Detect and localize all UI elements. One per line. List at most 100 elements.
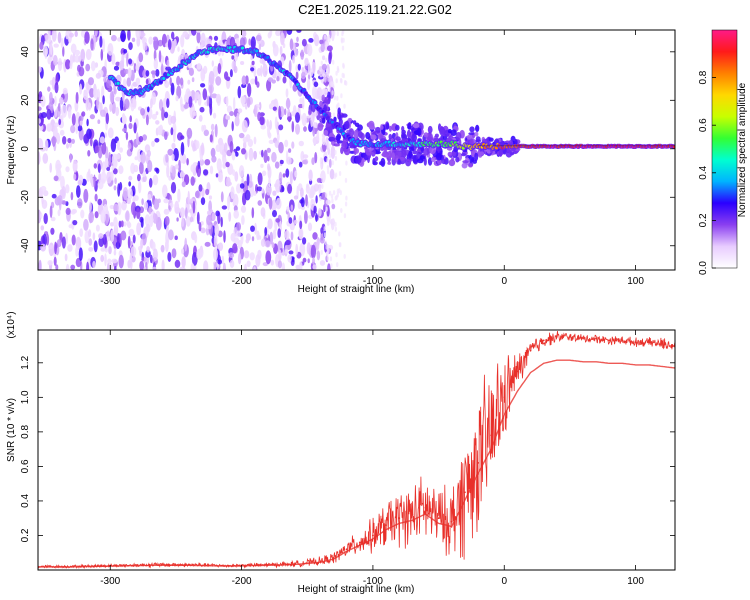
- track-cell: [255, 49, 259, 53]
- noise-cell: [157, 125, 163, 136]
- track-halo-cell: [388, 125, 392, 132]
- noise-cell: [43, 213, 48, 225]
- noise-cell: [235, 146, 241, 151]
- noise-cell: [268, 132, 272, 139]
- noise-cell: [286, 206, 290, 212]
- noise-cell: [240, 205, 247, 213]
- noise-cell: [298, 161, 303, 168]
- spectrogram-frame: [37, 29, 676, 271]
- noise-cell: [257, 200, 263, 206]
- noise-cell: [94, 30, 98, 37]
- noise-cell: [57, 31, 62, 44]
- noise-cell: [314, 152, 318, 164]
- noise-cell: [240, 61, 245, 65]
- noise-cell: [146, 246, 151, 253]
- noise-cell: [176, 217, 179, 222]
- noise-cell: [123, 221, 127, 227]
- noise-cell: [304, 57, 309, 67]
- noise-cell: [48, 101, 54, 112]
- noise-cell: [284, 108, 287, 116]
- noise-cell: [229, 69, 233, 78]
- noise-cell: [148, 177, 153, 188]
- noise-cell: [206, 210, 211, 216]
- track-halo-cell: [319, 100, 323, 107]
- noise-cell: [285, 168, 290, 178]
- noise-cell: [94, 211, 99, 219]
- noise-cell: [174, 164, 179, 170]
- noise-cell: [242, 136, 249, 143]
- noise-cell: [90, 60, 96, 72]
- noise-cell: [215, 173, 219, 178]
- noise-cell: [192, 200, 196, 214]
- noise-cell: [324, 72, 327, 77]
- noise-cell: [204, 159, 211, 166]
- spectrogram-noise: [38, 30, 348, 270]
- noise-cell: [122, 187, 129, 201]
- noise-cell: [286, 97, 291, 110]
- noise-cell: [128, 175, 133, 181]
- spectrogram-ylabel: Frequency (Hz): [6, 116, 17, 185]
- noise-cell: [217, 242, 224, 251]
- noise-cell: [325, 244, 328, 250]
- track-halo-cell: [335, 135, 341, 141]
- noise-cell: [125, 131, 129, 141]
- noise-cell: [40, 243, 47, 252]
- noise-cell: [60, 175, 65, 190]
- noise-cell: [266, 79, 272, 92]
- noise-cell: [52, 54, 58, 66]
- noise-cell: [50, 216, 56, 222]
- noise-cell: [322, 55, 326, 61]
- noise-cell: [145, 51, 149, 56]
- noise-cell: [98, 233, 104, 239]
- noise-cell: [54, 241, 57, 255]
- noise-cell: [65, 263, 70, 270]
- noise-cell: [290, 204, 293, 211]
- noise-cell: [340, 93, 343, 99]
- noise-cell: [225, 161, 230, 168]
- snr-point: [372, 534, 374, 537]
- noise-cell: [192, 142, 196, 152]
- noise-cell: [331, 160, 334, 166]
- noise-cell: [284, 249, 288, 254]
- colorbar-gradient: [711, 29, 738, 269]
- noise-cell: [180, 142, 185, 156]
- noise-cell: [308, 109, 312, 116]
- noise-cell: [315, 213, 318, 222]
- noise-cell: [241, 119, 248, 133]
- noise-cell: [261, 149, 264, 158]
- track-halo-cell: [427, 137, 433, 142]
- noise-cell: [67, 106, 72, 119]
- noise-cell: [138, 180, 142, 194]
- noise-cell: [57, 58, 63, 71]
- noise-cell: [272, 44, 279, 57]
- noise-cell: [171, 31, 175, 40]
- noise-cell: [237, 85, 242, 99]
- noise-cell: [205, 188, 210, 196]
- noise-cell: [57, 195, 63, 206]
- noise-cell: [152, 248, 158, 262]
- noise-cell: [185, 216, 191, 227]
- noise-cell: [170, 181, 177, 194]
- noise-cell: [203, 129, 209, 137]
- noise-cell: [167, 251, 172, 262]
- noise-cell: [250, 67, 255, 72]
- noise-cell: [173, 128, 176, 143]
- noise-cell: [57, 102, 61, 112]
- noise-cell: [243, 250, 250, 259]
- noise-cell: [267, 163, 271, 171]
- noise-cell: [187, 79, 191, 85]
- track-halo-cell: [328, 136, 336, 142]
- noise-cell: [196, 31, 201, 44]
- noise-cell: [328, 143, 331, 149]
- noise-cell: [291, 141, 295, 149]
- track-halo-cell: [468, 163, 473, 168]
- noise-cell: [280, 32, 285, 46]
- noise-cell: [171, 153, 175, 161]
- noise-cell: [341, 30, 345, 35]
- noise-cell: [345, 80, 348, 86]
- noise-cell: [199, 106, 205, 113]
- noise-cell: [177, 188, 181, 203]
- noise-cell: [263, 149, 268, 163]
- track-halo-cell: [461, 153, 467, 157]
- noise-cell: [132, 197, 136, 203]
